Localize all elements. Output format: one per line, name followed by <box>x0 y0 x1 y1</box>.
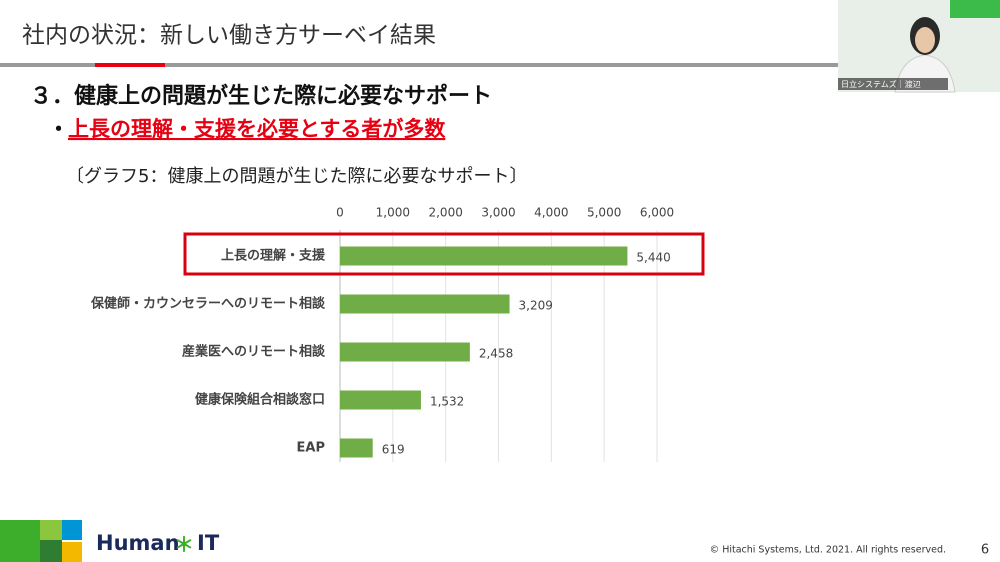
slide-title: 社内の状況：新しい働き方サーベイ結果 <box>22 23 436 49</box>
bar <box>340 342 470 362</box>
bar <box>340 294 510 314</box>
bar <box>340 246 628 266</box>
bar <box>340 390 421 410</box>
x-tick-label: 4,000 <box>534 206 568 220</box>
x-tick-label: 5,000 <box>587 206 621 220</box>
person-face <box>915 27 935 53</box>
y-tick-label: EAP <box>297 441 325 456</box>
copyright: © Hitachi Systems, Ltd. 2021. All rights… <box>710 545 946 556</box>
title-rule <box>0 63 838 67</box>
highlight-box <box>183 232 705 276</box>
logo-mark: ＊ <box>174 533 194 557</box>
value-label: 619 <box>382 443 405 457</box>
logo-square <box>62 542 82 562</box>
logo-square <box>62 520 82 540</box>
logo-text: IT <box>197 531 220 555</box>
chart: 0 1,000 2,000 3,000 4,000 5,000 6,000 上長の理解・支援 5… <box>90 206 674 462</box>
logo-square <box>40 540 62 562</box>
page-number: 6 <box>981 543 989 558</box>
y-tick-label: 上長の理解・支援 <box>221 248 326 264</box>
bar <box>340 438 373 458</box>
name-tag: 日立システムズ｜渡辺 <box>841 79 921 89</box>
name-bar <box>838 78 948 90</box>
y-tick-label: 健康保険組合相談窓口 <box>195 392 325 408</box>
section-heading: ３．健康上の問題が生じた際に必要なサポート <box>30 83 492 109</box>
value-label: 3,209 <box>519 299 553 313</box>
x-tick-label: 3,000 <box>481 206 515 220</box>
chart-title: 〔グラフ5：健康上の問題が生じた際に必要なサポート〕 <box>66 166 527 187</box>
logo-square <box>0 520 40 562</box>
value-label: 2,458 <box>479 347 513 361</box>
bullet-mark: ・ <box>48 117 69 141</box>
x-tick-label: 6,000 <box>640 206 674 220</box>
video-tile: 日立システムズ｜渡辺 <box>838 0 1000 93</box>
logo-text: Human <box>96 531 180 555</box>
x-tick-label: 1,000 <box>376 206 410 220</box>
value-label: 5,440 <box>636 251 670 265</box>
value-label: 1,532 <box>430 395 464 409</box>
video-decor <box>950 0 1000 18</box>
title-accent <box>95 63 165 67</box>
y-tick-label: 保健師・カウンセラーへのリモート相談 <box>90 296 326 312</box>
bullet-text: 上長の理解・支援を必要とする者が多数 <box>68 117 446 141</box>
logo-square <box>40 520 62 540</box>
x-tick-label: 0 <box>336 206 344 220</box>
logo: Human ＊ IT <box>0 520 220 562</box>
y-tick-label: 産業医へのリモート相談 <box>182 344 326 360</box>
x-tick-label: 2,000 <box>428 206 462 220</box>
